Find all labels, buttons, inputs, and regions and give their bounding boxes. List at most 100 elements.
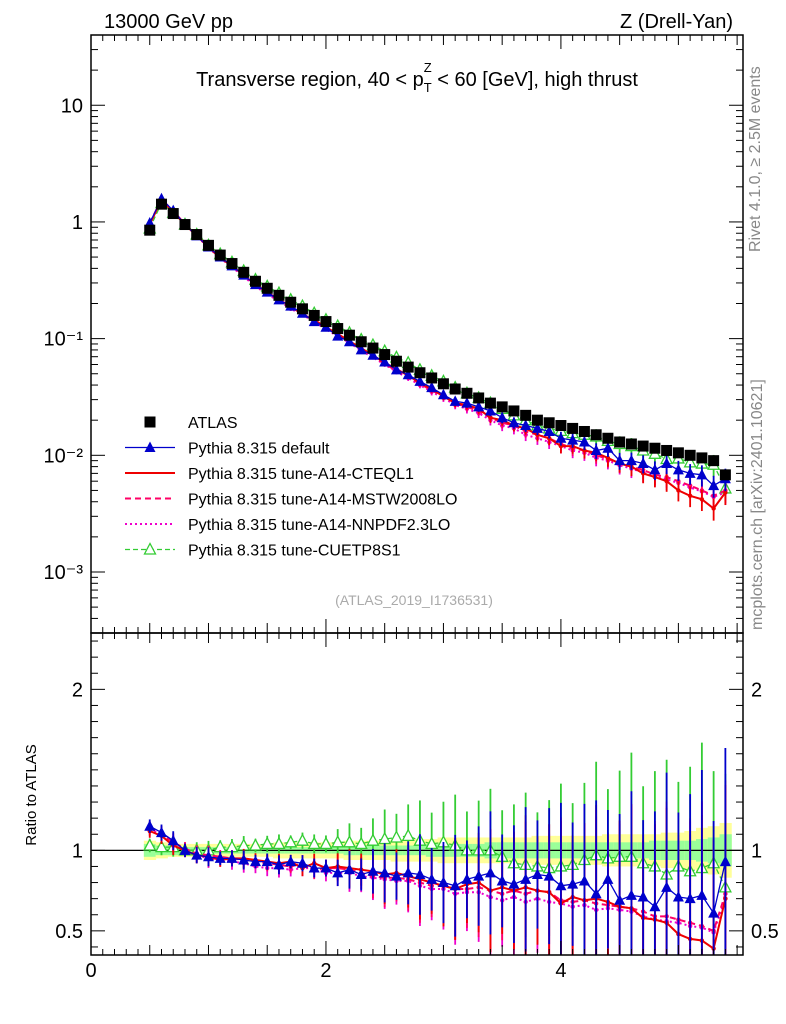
ratio-y-axis: 2 2 1 1 0.5 0.5	[55, 640, 779, 948]
y-tick-label: 2	[72, 679, 83, 701]
data-point	[179, 219, 191, 231]
data-point	[461, 873, 473, 884]
data-point	[191, 229, 203, 241]
legend-label: ATLAS	[188, 415, 238, 432]
analysis-tag: (ATLAS_2019_I1736531)	[335, 592, 493, 608]
data-point	[167, 208, 179, 220]
data-point	[332, 323, 344, 335]
data-point	[473, 870, 485, 881]
data-point	[567, 878, 579, 889]
data-point	[342, 834, 357, 848]
data-point	[449, 383, 461, 395]
rivet-label: Rivet 4.1.0, ≥ 2.5M events	[747, 66, 764, 252]
main-panel: 10 1 10⁻¹ 10⁻² 10⁻³ Transverse region, 40 < …	[44, 34, 744, 634]
data-point	[508, 878, 520, 889]
data-point	[155, 826, 167, 838]
data-point	[414, 367, 426, 379]
data-point	[154, 839, 169, 853]
data-point	[249, 275, 261, 287]
data-point	[484, 397, 496, 409]
data-point	[602, 442, 614, 453]
data-point	[354, 836, 368, 850]
data-point	[614, 894, 626, 905]
legend-marker-cuetp8s1	[143, 542, 157, 555]
data-point	[308, 309, 320, 321]
data-point	[355, 336, 367, 348]
data-point	[167, 834, 179, 846]
data-point	[684, 467, 696, 478]
y-tick-label: 10	[61, 95, 83, 117]
data-point	[719, 469, 731, 481]
data-point	[320, 862, 332, 873]
data-point	[332, 866, 344, 878]
data-point	[649, 463, 661, 475]
data-point	[248, 838, 263, 851]
data-point	[319, 836, 333, 850]
data-point	[602, 873, 614, 884]
data-point	[484, 404, 496, 416]
data-point	[437, 876, 449, 888]
ratio-series-default	[144, 748, 731, 955]
x-tick-label: 4	[555, 960, 566, 982]
data-point	[699, 497, 705, 502]
data-point	[625, 889, 637, 900]
data-point	[696, 468, 708, 480]
data-point	[672, 463, 684, 475]
data-point	[379, 349, 391, 361]
data-point	[273, 289, 285, 301]
data-point	[461, 387, 473, 399]
data-point	[555, 420, 567, 432]
data-point	[555, 432, 567, 443]
data-point	[473, 392, 485, 404]
plot-title-sup: Z	[424, 60, 432, 75]
ratio-panel: 2 2 1 1 0.5 0.5 0 2 4 Ratio to ATLAS	[23, 632, 779, 982]
plot-title-sub: T	[424, 80, 432, 95]
data-point	[676, 488, 681, 493]
data-point	[437, 378, 449, 390]
data-point	[402, 361, 414, 373]
legend-label: Pythia 8.315 tune-A14-CTEQL1	[188, 466, 414, 483]
data-point	[488, 415, 493, 420]
data-point	[155, 198, 167, 210]
y-tick-label: 0.5	[55, 921, 83, 943]
data-point	[484, 866, 496, 878]
ratio-plot-area	[91, 742, 743, 955]
main-x-axis	[90, 35, 738, 633]
energy-label: 13000 GeV pp	[104, 11, 233, 33]
data-point	[367, 342, 379, 354]
ratio-series-nnpdf	[147, 785, 728, 955]
data-point	[343, 329, 355, 341]
data-point	[696, 452, 708, 464]
data-point	[366, 833, 380, 846]
data-point	[273, 858, 285, 870]
data-point	[379, 356, 391, 367]
data-point	[578, 425, 590, 437]
data-point	[343, 335, 355, 347]
data-point	[719, 855, 731, 867]
data-point	[449, 879, 461, 891]
data-point	[672, 447, 684, 459]
data-point	[390, 363, 402, 375]
data-point	[708, 479, 720, 491]
data-point	[179, 844, 191, 855]
data-point	[426, 372, 438, 384]
y-tick-label: 10⁻²	[44, 445, 84, 467]
data-point	[401, 828, 415, 842]
ratio-x-axis: 0 2 4	[85, 633, 738, 982]
data-point	[687, 493, 693, 498]
data-point	[260, 836, 274, 850]
data-point	[496, 401, 508, 413]
data-point	[249, 855, 261, 867]
data-point	[614, 436, 626, 448]
data-point	[531, 422, 543, 433]
x-tick-label: 0	[85, 960, 96, 982]
data-point	[414, 375, 426, 386]
data-point	[144, 224, 156, 236]
x-tick-label: 2	[320, 960, 331, 982]
data-point	[449, 395, 461, 406]
data-point	[676, 478, 681, 484]
data-point	[625, 438, 637, 450]
data-point	[711, 506, 716, 511]
data-point	[543, 870, 555, 881]
